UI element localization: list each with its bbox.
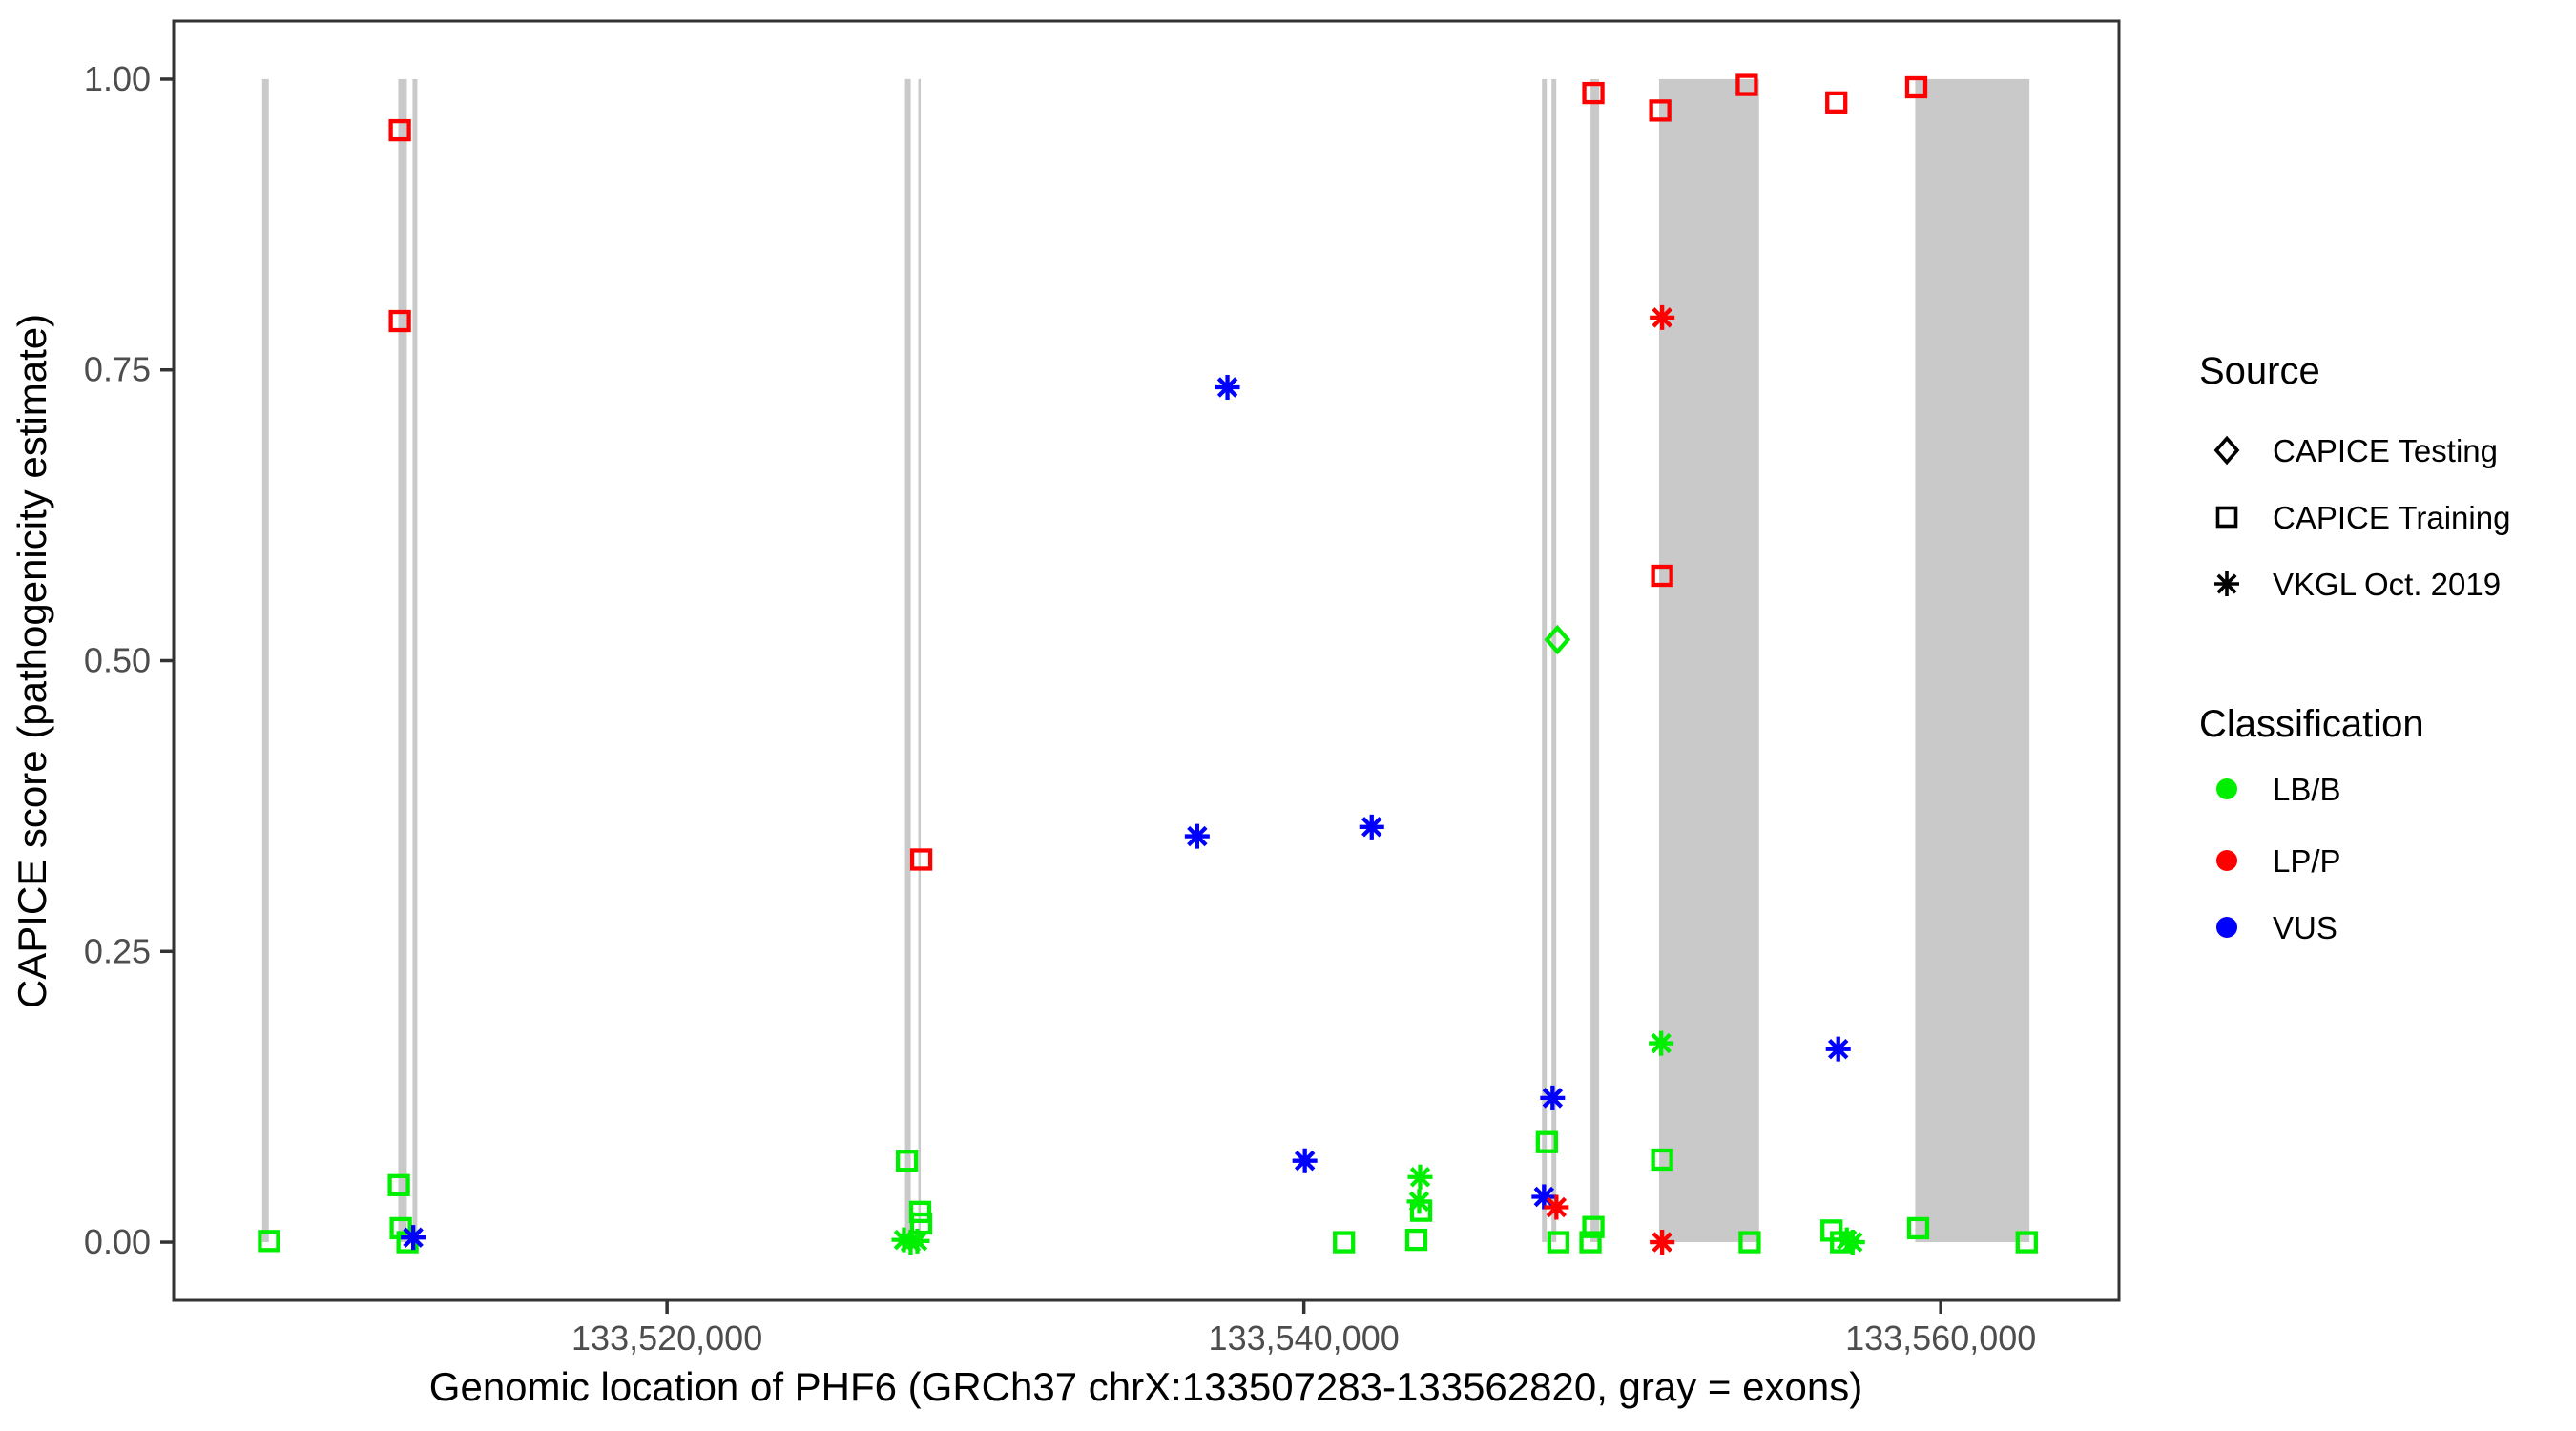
data-point: [388, 118, 411, 142]
legend-key-dot-icon: [2216, 778, 2237, 799]
data-point: [1582, 1215, 1605, 1238]
exon-bar: [412, 78, 418, 1243]
legend-key-dot-icon: [2216, 850, 2237, 871]
data-point: [1825, 91, 1848, 114]
y-axis-title: CAPICE score (pathogenicity estimate): [10, 314, 54, 1008]
data-point: [895, 1150, 919, 1172]
data-point: [1834, 1227, 1859, 1253]
data-point: [387, 1173, 410, 1196]
data-point: [908, 1200, 932, 1223]
x-tick-label: 133,520,000: [571, 1318, 762, 1358]
data-point: [1649, 99, 1672, 122]
y-tick-label: 1.00: [84, 59, 151, 98]
data-point: [1333, 1231, 1356, 1254]
data-point: [389, 1216, 412, 1240]
legend-key-dot-icon: [2216, 917, 2237, 938]
data-point: [1184, 823, 1210, 849]
legend-key-square-icon: [2215, 506, 2238, 529]
data-point: [1409, 1199, 1433, 1222]
data-point: [891, 1227, 917, 1253]
data-point: [1535, 1130, 1558, 1153]
data-point: [401, 1225, 426, 1251]
data-point: [1650, 1230, 1675, 1255]
exon-bar: [261, 78, 269, 1243]
legend-source-item-label: CAPICE Testing: [2273, 433, 2498, 468]
x-axis-title: Genomic location of PHF6 (GRCh37 chrX:13…: [429, 1364, 1862, 1409]
data-point: [2015, 1231, 2038, 1254]
data-point: [1579, 1231, 1602, 1254]
legend-source-item-label: VKGL Oct. 2019: [2273, 567, 2501, 602]
plot-panel-border: [172, 19, 2121, 1302]
y-tick-label: 0.00: [84, 1222, 151, 1261]
exon-bar: [1658, 78, 1759, 1243]
data-points: [258, 73, 2038, 1255]
data-point: [1407, 1164, 1433, 1190]
exon-bar: [918, 78, 922, 1243]
data-point: [1738, 1231, 1761, 1254]
data-point: [1735, 73, 1758, 96]
exon-bar: [904, 78, 911, 1243]
x-tick-label: 133,560,000: [1845, 1318, 2036, 1358]
legend-classification-item-label: VUS: [2273, 910, 2337, 945]
data-point: [1544, 1194, 1569, 1220]
data-point: [1649, 1030, 1674, 1056]
exon-bar: [1590, 78, 1600, 1243]
legend-key-asterisk-icon: [2214, 571, 2239, 596]
legend-classification-title: Classification: [2199, 703, 2424, 745]
data-point: [1651, 564, 1673, 588]
data-point: [1540, 1085, 1566, 1110]
data-point: [1839, 1230, 1865, 1255]
x-tick-label: 133,540,000: [1209, 1318, 1400, 1358]
data-point: [1215, 375, 1240, 401]
legend: CAPICE Testing CAPICE Training VKGL Oct. 2…: [2213, 433, 2510, 945]
y-tick-label: 0.75: [84, 350, 151, 389]
data-point: [388, 309, 411, 333]
exon-bar: [1915, 78, 2030, 1243]
legend-source-item-label: CAPICE Training: [2273, 500, 2510, 535]
data-point: [909, 1212, 933, 1235]
legend-classification-item-label: LP/P: [2273, 843, 2341, 879]
data-point: [1292, 1148, 1318, 1173]
legend-key-diamond-icon: [2213, 435, 2240, 466]
exon-bar: [1551, 78, 1557, 1243]
legend-classification-item-label: LB/B: [2273, 772, 2341, 807]
data-point: [1650, 304, 1675, 330]
data-point: [909, 848, 933, 871]
data-point: [1825, 1036, 1851, 1062]
exon-bar: [398, 78, 407, 1243]
data-point: [1906, 1216, 1930, 1240]
data-point: [1359, 814, 1384, 840]
exon-bars: [261, 78, 2030, 1243]
exon-bar: [1542, 78, 1548, 1243]
y-tick-label: 0.50: [84, 641, 151, 680]
data-point: [1651, 1148, 1673, 1172]
data-point: [1544, 624, 1571, 655]
data-point: [1904, 75, 1928, 99]
axes: 1.00 0.75 0.50 0.25 0.00 133,520,000 133,540,0…: [84, 59, 2036, 1358]
data-point: [258, 1230, 280, 1253]
data-point: [1531, 1184, 1557, 1210]
data-point: [1547, 1231, 1569, 1254]
y-tick-label: 0.25: [84, 931, 151, 970]
data-point: [904, 1228, 930, 1254]
data-point: [1582, 81, 1605, 105]
legend-source-title: Source: [2199, 350, 2320, 392]
data-point: [1404, 1228, 1428, 1252]
